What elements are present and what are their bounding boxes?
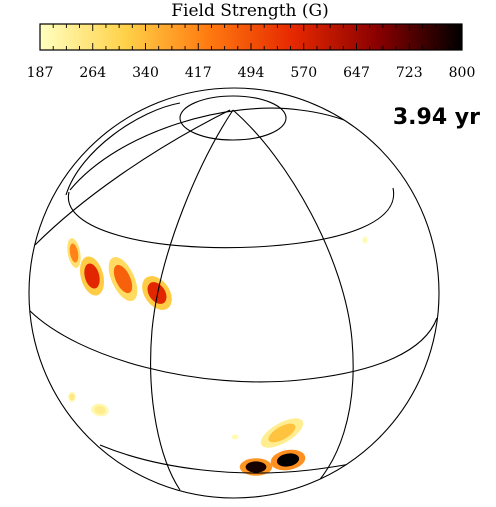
spots-layer: [67, 236, 368, 476]
spot-upper-left-1: [69, 243, 79, 263]
colorbar-tick-label: 340: [132, 65, 159, 81]
latitude-line-equator: [29, 309, 438, 383]
spot-upper-left-2: [84, 263, 100, 289]
longitude-line-right: [232, 109, 354, 496]
sphere: [28, 87, 440, 499]
longitude-line-left: [150, 109, 234, 491]
time-label: 3.94 yr: [393, 105, 480, 130]
colorbar-tick-label: 264: [79, 65, 106, 81]
spot-right-faint: [363, 237, 367, 243]
colorbar-tick-label: 417: [185, 65, 212, 81]
colorbar-tick-label: 723: [396, 65, 423, 81]
latitude-line-pole: [179, 95, 287, 141]
colorbar-tick-label: 187: [27, 65, 54, 81]
spot-lower-left-1: [69, 393, 75, 401]
colorbar-ticks: [39, 24, 463, 50]
latitude-line-north: [67, 187, 395, 249]
spot-center-faint: [232, 435, 238, 439]
colorbar-tick-label: 800: [449, 65, 476, 81]
sphere-outline: [28, 87, 440, 499]
great-circle-left: [34, 109, 231, 246]
colorbar: 187 264 340 417 494 570 647 723 800: [27, 23, 476, 81]
spot-lower-right-dark-2: [276, 453, 300, 467]
colorbar-tick-label: 647: [343, 65, 370, 81]
spot-upper-left-3: [113, 264, 133, 294]
colorbar-title: Field Strength (G): [171, 1, 329, 21]
colorbar-tick-label: 570: [290, 65, 317, 81]
latitude-line-upper-mid: [65, 102, 181, 196]
colorbar-tick-labels: 187 264 340 417 494 570 647 723 800: [27, 65, 476, 81]
spot-upper-left-4: [147, 282, 167, 304]
spot-lower-right-dark-1: [245, 461, 267, 473]
spot-lower-right-pale: [268, 423, 296, 443]
spot-lower-left-2: [94, 405, 106, 415]
colorbar-tick-label: 494: [238, 65, 265, 81]
